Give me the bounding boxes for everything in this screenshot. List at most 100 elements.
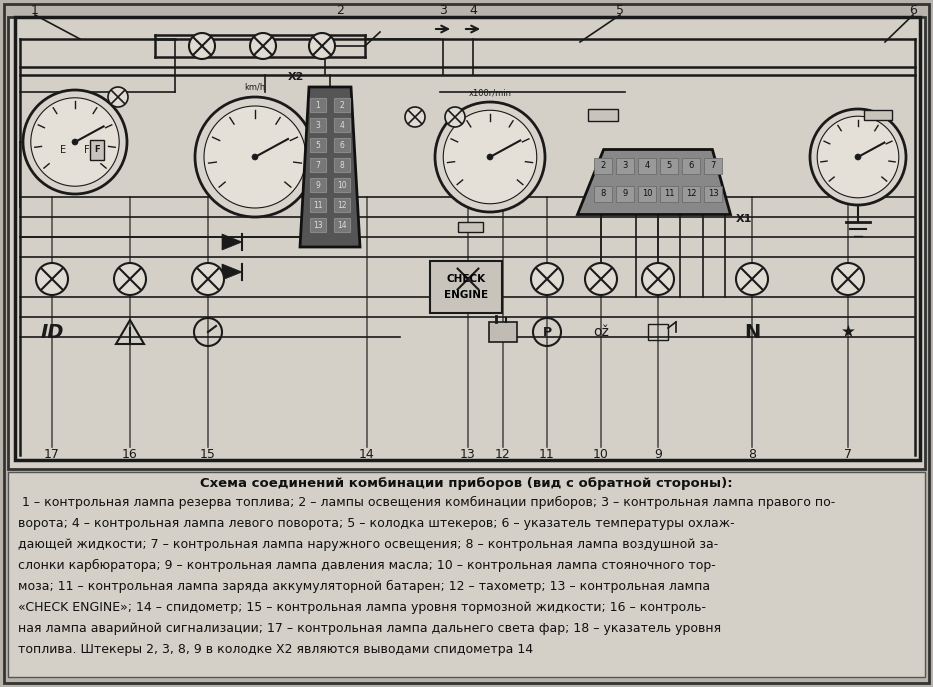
Circle shape: [445, 107, 465, 127]
Text: «CHECK ENGINE»; 14 – спидометр; 15 – контрольная лампа уровня тормозной жидкости: «CHECK ENGINE»; 14 – спидометр; 15 – кон…: [18, 601, 706, 614]
Text: 11: 11: [663, 190, 675, 199]
Text: 1 – контрольная лампа резерва топлива; 2 – лампы освещения комбинации приборов; : 1 – контрольная лампа резерва топлива; 2…: [18, 496, 835, 509]
Text: 5: 5: [616, 3, 624, 16]
Text: 4: 4: [645, 161, 649, 170]
Bar: [660, 158, 678, 174]
Text: 9: 9: [315, 181, 320, 190]
Text: 3: 3: [439, 3, 447, 16]
Circle shape: [452, 263, 484, 295]
Circle shape: [192, 263, 224, 295]
Text: ENGINE: ENGINE: [444, 290, 488, 300]
Text: 4: 4: [469, 3, 477, 16]
Bar: [334, 178, 350, 192]
Text: x100r/min: x100r/min: [468, 88, 511, 97]
Text: 14: 14: [337, 221, 347, 229]
Bar: [310, 118, 326, 132]
Text: 6: 6: [909, 3, 917, 16]
Text: 9: 9: [654, 449, 661, 462]
Text: 7: 7: [844, 449, 852, 462]
Bar: [704, 186, 722, 202]
Bar: [15, 17, 920, 460]
Bar: [334, 138, 350, 152]
Circle shape: [250, 33, 276, 59]
Bar: [594, 158, 612, 174]
Bar: [588, 109, 618, 121]
Text: 13: 13: [708, 190, 718, 199]
Bar: [334, 198, 350, 212]
Bar: [682, 186, 700, 202]
Circle shape: [31, 98, 119, 186]
Circle shape: [531, 263, 563, 295]
Text: X2: X2: [287, 72, 304, 82]
Bar: [864, 110, 892, 120]
Text: 12: 12: [686, 190, 696, 199]
Text: дающей жидкости; 7 – контрольная лампа наружного освещения; 8 – контрольная ламп: дающей жидкости; 7 – контрольная лампа н…: [18, 538, 718, 551]
Text: ID: ID: [40, 322, 63, 341]
Polygon shape: [300, 87, 360, 247]
Circle shape: [195, 97, 315, 217]
Circle shape: [252, 154, 258, 160]
Circle shape: [204, 106, 306, 208]
Text: 7: 7: [315, 161, 320, 170]
Text: моза; 11 – контрольная лампа заряда аккумуляторной батарен; 12 – тахометр; 13 – : моза; 11 – контрольная лампа заряда акку…: [18, 580, 710, 593]
Bar: [660, 186, 678, 202]
Text: ★: ★: [841, 323, 856, 341]
Bar: [334, 118, 350, 132]
Text: 10: 10: [337, 181, 347, 190]
Bar: [310, 158, 326, 172]
Circle shape: [23, 90, 127, 194]
Text: 12: 12: [337, 201, 347, 210]
Bar: [682, 158, 700, 174]
Circle shape: [810, 109, 906, 205]
Text: 2: 2: [336, 3, 344, 16]
Bar: [704, 158, 722, 174]
Bar: [489, 322, 517, 342]
Circle shape: [443, 110, 536, 204]
Text: 2: 2: [600, 161, 606, 170]
Circle shape: [817, 116, 898, 198]
Text: 5: 5: [666, 161, 672, 170]
Text: 9: 9: [622, 190, 628, 199]
Text: 6: 6: [689, 161, 694, 170]
Text: 12: 12: [495, 449, 511, 462]
Bar: [8, 17, 925, 469]
Text: 2: 2: [340, 100, 344, 109]
Text: N: N: [744, 322, 760, 341]
Circle shape: [487, 154, 493, 160]
Circle shape: [736, 263, 768, 295]
Text: 13: 13: [313, 221, 323, 229]
Text: топлива. Штекеры 2, 3, 8, 9 в колодке Х2 являются выводами спидометра 14: топлива. Штекеры 2, 3, 8, 9 в колодке Х2…: [18, 643, 533, 656]
Text: km/h: km/h: [244, 82, 266, 91]
Circle shape: [855, 154, 861, 160]
Text: 8: 8: [600, 190, 606, 199]
Bar: [638, 158, 656, 174]
Bar: [594, 186, 612, 202]
Text: 14: 14: [359, 449, 375, 462]
Text: Схема соединений комбинации приборов (вид с обратной стороны):: Схема соединений комбинации приборов (ви…: [200, 477, 732, 490]
Circle shape: [585, 263, 617, 295]
Bar: [638, 186, 656, 202]
Text: 13: 13: [460, 449, 476, 462]
Text: ворота; 4 – контрольная лампа левого поворота; 5 – колодка штекеров; 6 – указате: ворота; 4 – контрольная лампа левого пов…: [18, 517, 734, 530]
Bar: [90, 140, 104, 160]
Bar: [310, 178, 326, 192]
Bar: [334, 218, 350, 232]
Circle shape: [642, 263, 674, 295]
Bar: [616, 186, 634, 202]
Text: 1: 1: [31, 3, 39, 16]
Circle shape: [72, 139, 78, 145]
Bar: [334, 98, 350, 112]
Bar: [430, 261, 502, 313]
Bar: [310, 198, 326, 212]
Bar: [616, 158, 634, 174]
Circle shape: [114, 263, 146, 295]
Text: E: E: [60, 145, 66, 155]
Text: 6: 6: [340, 141, 344, 150]
Text: CHECK: CHECK: [446, 274, 485, 284]
Text: 8: 8: [748, 449, 756, 462]
Text: слонки карбюратора; 9 – контрольная лампа давления масла; 10 – контрольная лампа: слонки карбюратора; 9 – контрольная ламп…: [18, 559, 716, 572]
Bar: [310, 218, 326, 232]
Text: 5: 5: [315, 141, 320, 150]
Bar: [648, 324, 668, 340]
Text: 3: 3: [315, 120, 320, 130]
